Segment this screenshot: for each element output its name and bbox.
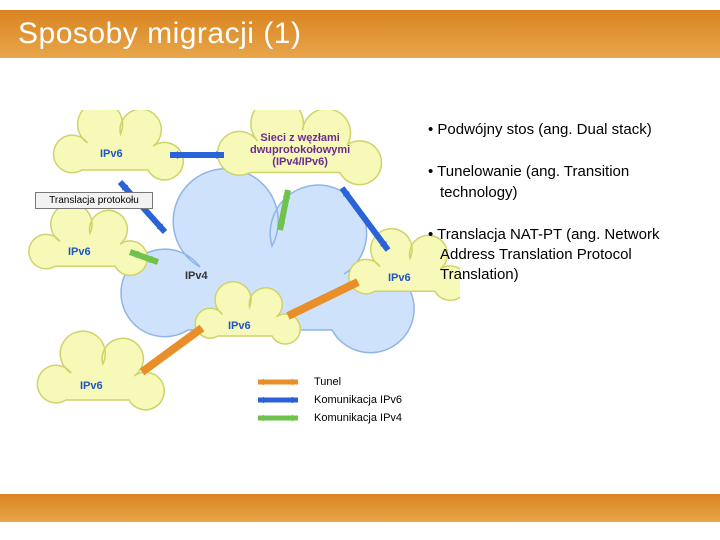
slide: Sposoby migracji (1) IPv6IPv6IPv4IPv6IPv… <box>0 0 720 540</box>
legend-arrow-icon <box>250 393 306 407</box>
legend-label: Tunel <box>314 376 341 388</box>
network-diagram: IPv6 IPv6 IPv4 IPv6 IPv6 IPv6 Translacja prot… <box>20 110 420 450</box>
cloud-label-ipv4-big: IPv4 <box>185 270 208 282</box>
legend-arrow-icon <box>250 411 306 425</box>
dual-line1: Sieci z węzłami <box>250 132 350 144</box>
cloud-label-ipv6-r: IPv6 <box>388 272 411 284</box>
slide-title: Sposoby migracji (1) <box>0 17 301 51</box>
cloud-label-ipv6-in: IPv6 <box>228 320 251 332</box>
legend-row: Komunikacja IPv4 <box>250 411 402 425</box>
cloud-ipv6-tl <box>54 110 184 180</box>
header-band: Sposoby migracji (1) <box>0 10 720 58</box>
legend-arrow-icon <box>250 375 306 389</box>
cloud-ipv6-ml <box>29 204 147 276</box>
bullet-item: Translacja NAT-PT (ang. Network Address … <box>420 225 700 286</box>
content-area: IPv6 IPv6 IPv4 IPv6 IPv6 IPv6 Translacja prot… <box>0 90 720 480</box>
bullet-list: Podwójny stos (ang. Dual stack) Tunelowan… <box>420 120 700 308</box>
legend-label: Komunikacja IPv6 <box>314 394 402 406</box>
bullet-item: Podwójny stos (ang. Dual stack) <box>420 120 700 140</box>
dual-line2: dwuprotokołowymi <box>250 144 350 156</box>
dual-stack-label: Sieci z węzłami dwuprotokołowymi (IPv4/I… <box>250 132 350 168</box>
arrow-a-tl-dual <box>170 151 224 159</box>
legend-row: Tunel <box>250 375 402 389</box>
dual-line3: (IPv4/IPv6) <box>250 156 350 168</box>
legend: Tunel Komunikacja IPv6 Komunikacja IPv4 <box>250 375 402 429</box>
legend-row: Komunikacja IPv6 <box>250 393 402 407</box>
cloud-label-ipv6-ml: IPv6 <box>68 246 91 258</box>
legend-label: Komunikacja IPv4 <box>314 412 402 424</box>
translation-box: Translacja protokołu <box>35 192 153 209</box>
bullet-item: Tunelowanie (ang. Transition technology) <box>420 162 700 203</box>
footer-band <box>0 494 720 522</box>
cloud-label-ipv6-bl: IPv6 <box>80 380 103 392</box>
cloud-label-ipv6-tl: IPv6 <box>100 148 123 160</box>
